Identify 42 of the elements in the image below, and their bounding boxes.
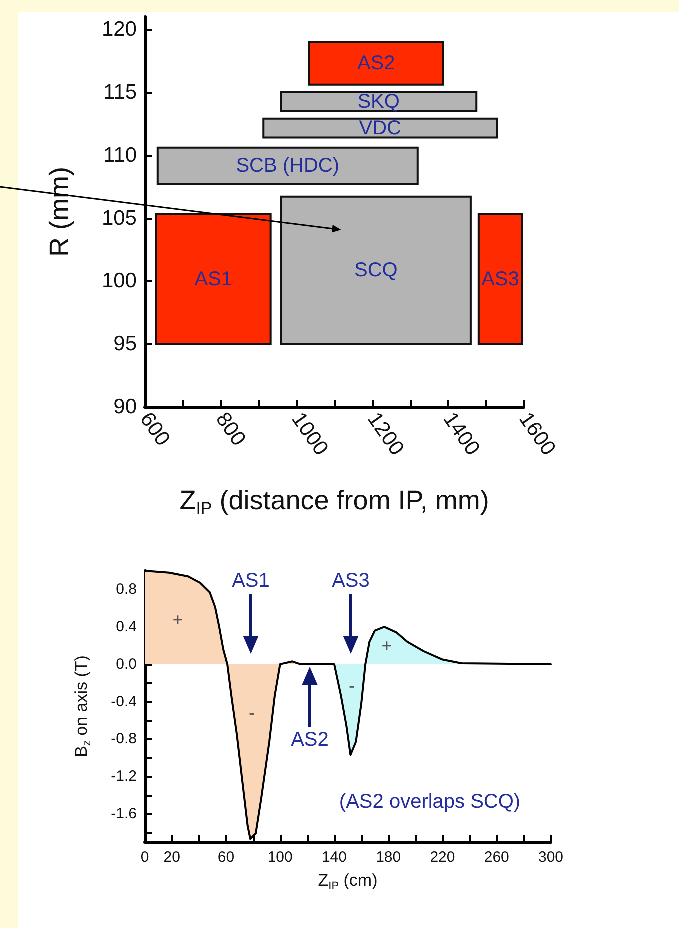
y-tick-label: 110 <box>104 144 137 167</box>
y-axis-title: R (mm) <box>44 167 74 257</box>
series-label: AS2 <box>357 52 396 75</box>
series-label: SKQ <box>358 90 400 113</box>
x-tick-label: 180 <box>376 849 402 866</box>
y-tick-label: 95 <box>114 332 137 356</box>
annotation: AS2 <box>291 729 329 751</box>
series-label: AS3 <box>482 268 520 290</box>
y-tick-label: 0.0 <box>116 656 137 673</box>
x-tick-label: 100 <box>268 849 293 866</box>
y-tick-label: 105 <box>102 206 137 230</box>
x-tick-label: 20 <box>164 849 180 866</box>
annotation: AS3 <box>332 570 370 592</box>
series-label: SCB (HDC) <box>236 155 340 178</box>
annotation: (AS2 overlaps SCQ) <box>339 791 521 813</box>
y-tick-label: 0.8 <box>116 581 137 598</box>
x-tick-label: 600 <box>136 408 175 450</box>
x-tick-label: 300 <box>538 849 564 866</box>
x-tick-label: 800 <box>211 408 250 450</box>
annotation: AS1 <box>232 570 270 592</box>
x-tick-label: 220 <box>430 849 456 866</box>
y-tick-label: -1.2 <box>111 768 137 786</box>
series-label: VDC <box>359 117 402 140</box>
y-tick-label: 100 <box>102 270 137 293</box>
y-tick-label: 0.4 <box>116 618 137 636</box>
y-tick-label: 115 <box>104 80 137 104</box>
annotation: - <box>249 703 255 723</box>
annotation: + <box>172 610 184 630</box>
x-tick-label: 60 <box>218 849 235 866</box>
x-tick-label: 140 <box>322 849 347 866</box>
x-tick-label: 260 <box>484 849 510 866</box>
y-tick-label: 90 <box>114 396 137 418</box>
series-label: SCQ <box>354 260 398 282</box>
annotation: + <box>382 636 392 656</box>
y-tick-label: -0.8 <box>111 730 137 748</box>
y-tick-label: 120 <box>102 18 137 42</box>
x-tick-label: 0 <box>140 849 150 866</box>
annotation: - <box>349 676 355 696</box>
y-tick-label: -1.6 <box>111 805 137 822</box>
y-axis-title: Bz on axis (T) <box>72 656 94 758</box>
series-label: AS1 <box>194 268 233 290</box>
y-tick-label: -0.4 <box>111 693 137 710</box>
